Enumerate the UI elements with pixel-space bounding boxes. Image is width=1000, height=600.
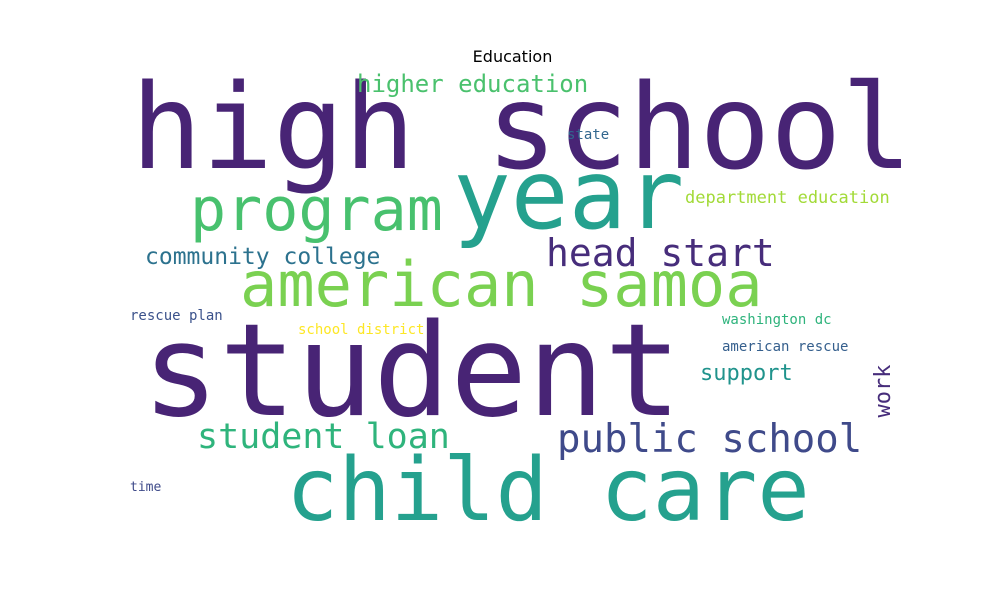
word-school-district: school district [298, 322, 424, 338]
word-work: work [871, 365, 896, 418]
word-state: state [567, 127, 609, 143]
word-child-care: child care [286, 439, 810, 541]
word-washington-dc: washington dc [722, 312, 832, 328]
word-head-start: head start [546, 231, 775, 275]
word-support: support [700, 361, 793, 386]
word-student: student [142, 297, 681, 446]
word-higher-education: higher education [357, 70, 588, 98]
word-department-education: department education [685, 188, 890, 208]
word-year: year [453, 139, 684, 251]
word-student-loan: student loan [197, 417, 450, 457]
chart-title: Education [472, 47, 553, 66]
word-high-school: high school [131, 58, 912, 196]
word-program: program [190, 175, 443, 245]
word-community-college: community college [145, 244, 380, 270]
word-american-samoa: american samoa [240, 248, 763, 321]
word-time: time [130, 480, 161, 495]
word-rescue-plan: rescue plan [130, 308, 223, 324]
word-american-rescue: american rescue [722, 339, 848, 355]
word-public-school: public school [557, 417, 862, 462]
